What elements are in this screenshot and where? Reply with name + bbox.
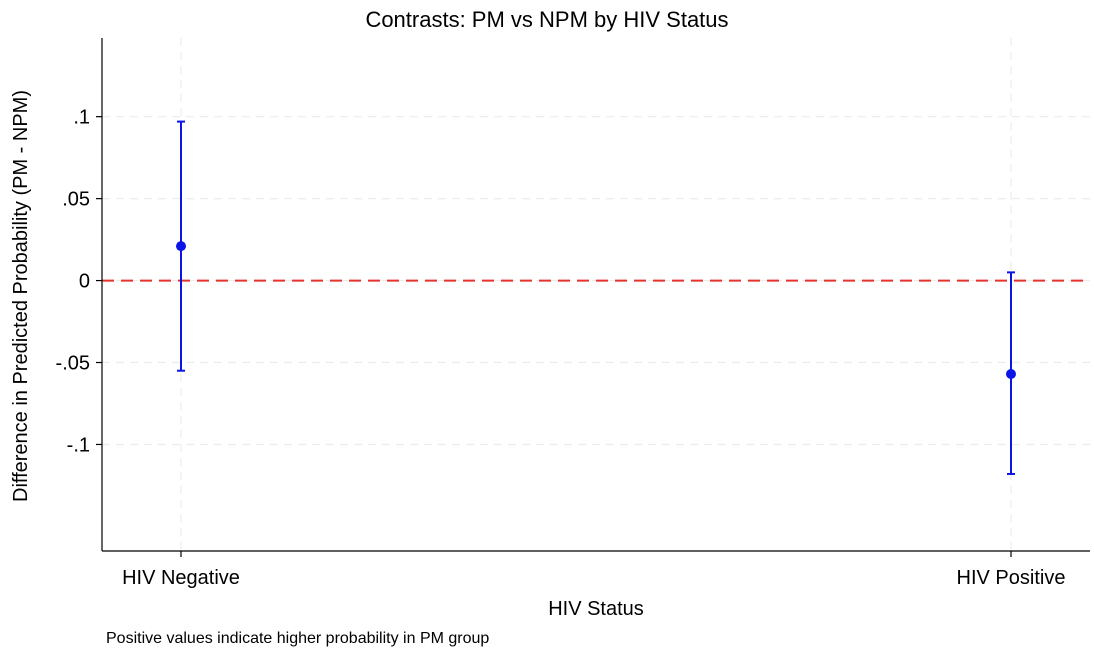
x-tick-label: HIV Positive <box>957 567 1066 589</box>
y-tick-label: -.1 <box>67 434 90 456</box>
axes <box>101 38 1090 552</box>
x-tick-label: HIV Negative <box>122 567 240 589</box>
chart-title: Contrasts: PM vs NPM by HIV Status <box>365 7 728 32</box>
point-estimate <box>176 241 186 252</box>
y-ticks: .1 .05 0 -.05 -.1 <box>56 107 102 456</box>
x-ticks: HIV Negative HIV Positive <box>122 551 1065 589</box>
gridlines <box>102 38 1090 551</box>
point-estimate <box>1006 368 1016 379</box>
x-axis-title: HIV Status <box>548 598 644 620</box>
y-tick-label: 0 <box>79 271 90 293</box>
y-tick-label: .05 <box>62 189 90 211</box>
y-tick-label: .1 <box>73 107 90 129</box>
series-group <box>176 120 1016 475</box>
chart-note: Positive values indicate higher probabil… <box>106 630 489 647</box>
y-axis-title: Difference in Predicted Probability (PM … <box>10 90 32 502</box>
y-tick-label: -.05 <box>56 353 90 375</box>
